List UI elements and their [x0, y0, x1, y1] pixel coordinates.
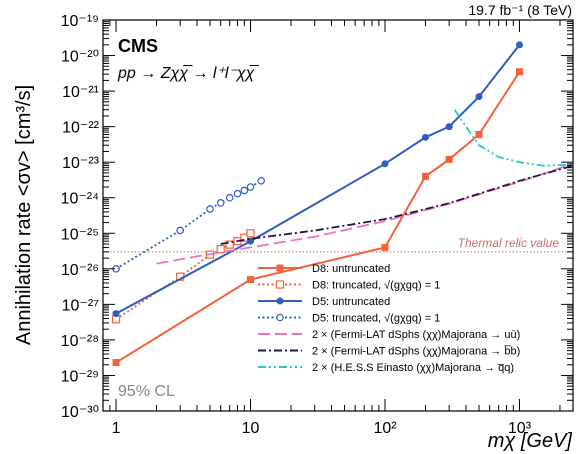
axis-ticks [102, 19, 573, 412]
data-point [216, 198, 225, 207]
series-5 [220, 164, 574, 245]
legend-entry-0: D8: untruncated [258, 263, 390, 275]
legend-label: 2 × (H.E.S.S Einasto (χχ)Majorana → q̅q) [312, 362, 514, 374]
data-point [381, 160, 389, 168]
data-point [225, 240, 234, 249]
data-point [475, 131, 483, 139]
x-tick-label: 10³ [508, 420, 532, 437]
legend-entry-2: D5: untruncated [258, 296, 390, 308]
series-layer [111, 41, 574, 367]
data-point [206, 205, 214, 213]
legend-entry-6: 2 × (H.E.S.S Einasto (χχ)Majorana → q̅q) [258, 362, 514, 374]
data-point [247, 276, 255, 284]
y-tick-label: 10⁻²² [62, 120, 100, 137]
process-label: pp → Zχχ̅ → l⁺l⁻χχ̅ [117, 64, 259, 82]
x-tick-label: 1 [112, 420, 121, 437]
data-point [445, 155, 453, 163]
y-tick-label: 10⁻¹⁹ [61, 13, 99, 30]
legend-label: D8: untruncated [312, 263, 390, 275]
data-point [381, 243, 389, 251]
data-point [515, 68, 523, 76]
legend-label: 2 × (Fermi-LAT dSphs (χχ)Majorana → b̅b) [312, 346, 520, 358]
y-tick-label: 10⁻²⁶ [61, 262, 99, 279]
data-point [240, 233, 249, 242]
data-point [225, 193, 234, 202]
legend-marker [276, 297, 284, 305]
y-tick-label: 10⁻²⁵ [61, 226, 99, 243]
y-tick-label: 10⁻²⁹ [61, 368, 99, 385]
data-point [246, 229, 255, 238]
legend-label: 2 × (Fermi-LAT dSphs (χχ)Majorana → uū) [312, 329, 520, 341]
thermal-relic-label: Thermal relic value [458, 236, 560, 250]
data-point [233, 189, 242, 198]
x-axis-label: mχ [GeV] [488, 430, 573, 452]
axis-tick-labels: 1 10 10² 10³ 10⁻³⁰ 10⁻²⁹ 10⁻²⁸ 10⁻²⁷ 10⁻²⁶ 10⁻²⁵ 1… [61, 13, 532, 437]
data-point [112, 310, 120, 318]
experiment-label: CMS [118, 36, 158, 56]
legend: D8: untruncated D8: truncated, √(gχgq) = … [258, 263, 520, 374]
legend-marker [275, 280, 285, 289]
thermal-relic-layer: Thermal relic value [103, 236, 573, 253]
data-point [216, 244, 225, 254]
lumi-label: 19.7 fb⁻¹ (8 TeV) [468, 2, 572, 18]
y-tick-label: 10⁻²⁴ [61, 191, 100, 208]
series-2 [112, 41, 523, 318]
data-point [257, 176, 265, 185]
series-3 [112, 176, 265, 273]
y-tick-label: 10⁻²⁷ [62, 297, 100, 314]
series-line-3 [115, 180, 262, 270]
data-point [421, 172, 429, 180]
data-point [240, 186, 249, 195]
data-point [176, 226, 184, 235]
y-tick-label: 10⁻²⁰ [61, 49, 99, 66]
y-tick-label: 10⁻²⁸ [61, 333, 99, 350]
y-axis-label: Annihilation rate <σv> [cm³/s] [13, 85, 35, 345]
data-point [421, 133, 429, 141]
data-point [475, 93, 483, 101]
legend-marker [276, 313, 284, 322]
x-tick-label: 10² [373, 420, 397, 437]
series-line-6 [453, 109, 574, 167]
legend-entry-4: 2 × (Fermi-LAT dSphs (χχ)Majorana → uū) [258, 329, 520, 341]
data-point [246, 183, 255, 191]
series-line-5 [220, 164, 574, 245]
data-point [515, 41, 523, 49]
legend-entry-5: 2 × (Fermi-LAT dSphs (χχ)Majorana → b̅b) [258, 346, 520, 358]
series-6 [453, 109, 574, 167]
legend-label: D5: truncated, √(gχgq) = 1 [312, 313, 440, 325]
cl-label: 95% CL [118, 383, 175, 400]
y-tick-label: 10⁻³⁰ [61, 404, 99, 421]
legend-entry-1: D8: truncated, √(gχgq) = 1 [258, 280, 440, 292]
plot-frame [102, 19, 574, 412]
data-point [445, 123, 453, 131]
series-line-1 [115, 232, 252, 321]
legend-marker [276, 264, 284, 272]
legend-label: D8: truncated, √(gχgq) = 1 [312, 280, 440, 292]
series-0 [112, 68, 523, 367]
legend-label: D5: untruncated [312, 296, 390, 308]
data-point [112, 359, 120, 367]
y-tick-label: 10⁻²³ [62, 155, 100, 172]
x-tick-label: 10 [242, 420, 260, 437]
legend-entry-3: D5: truncated, √(gχgq) = 1 [258, 313, 440, 325]
y-tick-label: 10⁻²¹ [62, 84, 99, 101]
